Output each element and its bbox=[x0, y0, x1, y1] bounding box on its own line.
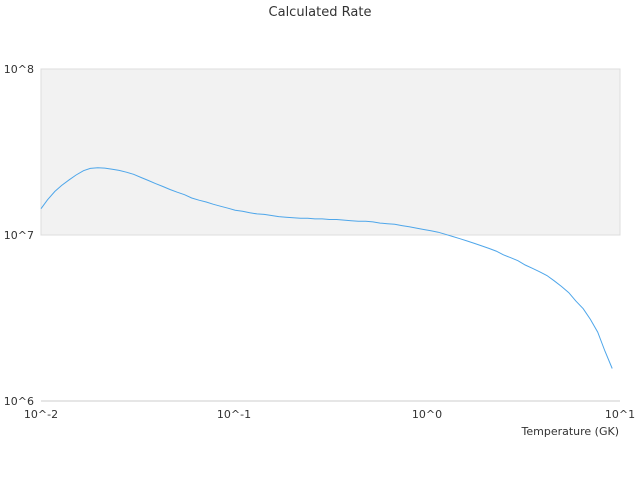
y-tick-labels: 10^6 10^7 10^8 bbox=[4, 63, 34, 408]
data-point bbox=[502, 254, 504, 256]
data-point bbox=[307, 217, 309, 219]
data-point bbox=[379, 222, 381, 224]
data-point bbox=[343, 219, 345, 221]
data-point bbox=[531, 267, 533, 269]
data-point bbox=[256, 213, 258, 215]
data-point bbox=[147, 179, 149, 181]
data-point bbox=[40, 208, 42, 210]
data-point bbox=[46, 199, 48, 201]
data-point bbox=[104, 167, 106, 169]
data-point bbox=[292, 217, 294, 219]
data-point bbox=[611, 367, 613, 369]
x-tick-label: 10^-2 bbox=[24, 408, 58, 421]
data-point bbox=[169, 188, 171, 190]
data-point bbox=[198, 199, 200, 201]
data-point bbox=[328, 218, 330, 220]
data-point bbox=[524, 264, 526, 266]
data-point bbox=[481, 245, 483, 247]
plot-band-upper-decade bbox=[40, 68, 621, 236]
data-point bbox=[54, 190, 56, 192]
data-point bbox=[75, 174, 77, 176]
series-line bbox=[40, 167, 613, 369]
data-point bbox=[321, 218, 323, 220]
data-point bbox=[249, 212, 251, 214]
data-point bbox=[336, 218, 338, 220]
data-point bbox=[582, 308, 584, 310]
data-point bbox=[444, 233, 446, 235]
data-point bbox=[365, 220, 367, 222]
data-point bbox=[68, 179, 70, 181]
data-point bbox=[162, 185, 164, 187]
data-point bbox=[430, 230, 432, 232]
data-point bbox=[97, 167, 99, 169]
data-point bbox=[242, 210, 244, 212]
data-point bbox=[212, 203, 214, 205]
data-point bbox=[473, 242, 475, 244]
data-point bbox=[176, 191, 178, 193]
data-point bbox=[589, 318, 591, 320]
data-point bbox=[459, 238, 461, 240]
data-point bbox=[568, 292, 570, 294]
data-point bbox=[386, 223, 388, 225]
x-tick-label: 10^-1 bbox=[217, 408, 251, 421]
y-tick-label: 10^8 bbox=[4, 63, 34, 76]
data-point bbox=[263, 213, 265, 215]
data-point bbox=[191, 197, 193, 199]
data-point bbox=[314, 218, 316, 220]
data-point bbox=[466, 240, 468, 242]
data-point bbox=[61, 184, 63, 186]
data-point bbox=[495, 250, 497, 252]
x-axis-title: Temperature (GK) bbox=[521, 425, 620, 438]
data-point bbox=[285, 216, 287, 218]
y-tick-label: 10^6 bbox=[4, 395, 34, 408]
x-tick-label: 10^1 bbox=[605, 408, 635, 421]
data-point bbox=[133, 173, 135, 175]
data-point bbox=[401, 225, 403, 227]
x-tick-label: 10^0 bbox=[412, 408, 442, 421]
data-point bbox=[408, 226, 410, 228]
data-point bbox=[597, 331, 599, 333]
data-point bbox=[546, 275, 548, 277]
data-point bbox=[517, 260, 519, 262]
y-tick-label: 10^7 bbox=[4, 229, 34, 242]
data-point bbox=[510, 257, 512, 259]
data-point bbox=[394, 223, 396, 225]
data-point bbox=[553, 280, 555, 282]
data-point bbox=[82, 170, 84, 172]
data-point bbox=[270, 215, 272, 217]
data-point bbox=[488, 247, 490, 249]
data-point bbox=[111, 168, 113, 170]
data-point bbox=[575, 300, 577, 302]
data-point bbox=[278, 216, 280, 218]
data-point bbox=[372, 221, 374, 223]
data-point bbox=[452, 235, 454, 237]
data-point bbox=[140, 177, 142, 179]
data-point bbox=[415, 227, 417, 229]
data-point bbox=[234, 209, 236, 211]
x-tick-labels: 10^-2 10^-1 10^0 10^1 bbox=[24, 408, 635, 421]
data-point bbox=[118, 169, 120, 171]
data-point bbox=[183, 194, 185, 196]
data-point bbox=[155, 183, 157, 185]
chart-title: Calculated Rate bbox=[269, 5, 372, 20]
data-point bbox=[560, 285, 562, 287]
data-point bbox=[89, 167, 91, 169]
data-point bbox=[205, 201, 207, 203]
data-point bbox=[539, 271, 541, 273]
data-point bbox=[125, 171, 127, 173]
data-point bbox=[227, 207, 229, 209]
data-point bbox=[604, 350, 606, 352]
data-point bbox=[423, 228, 425, 230]
data-point bbox=[350, 220, 352, 222]
data-point bbox=[299, 217, 301, 219]
data-point bbox=[220, 205, 222, 207]
data-point bbox=[357, 220, 359, 222]
data-point bbox=[437, 231, 439, 233]
